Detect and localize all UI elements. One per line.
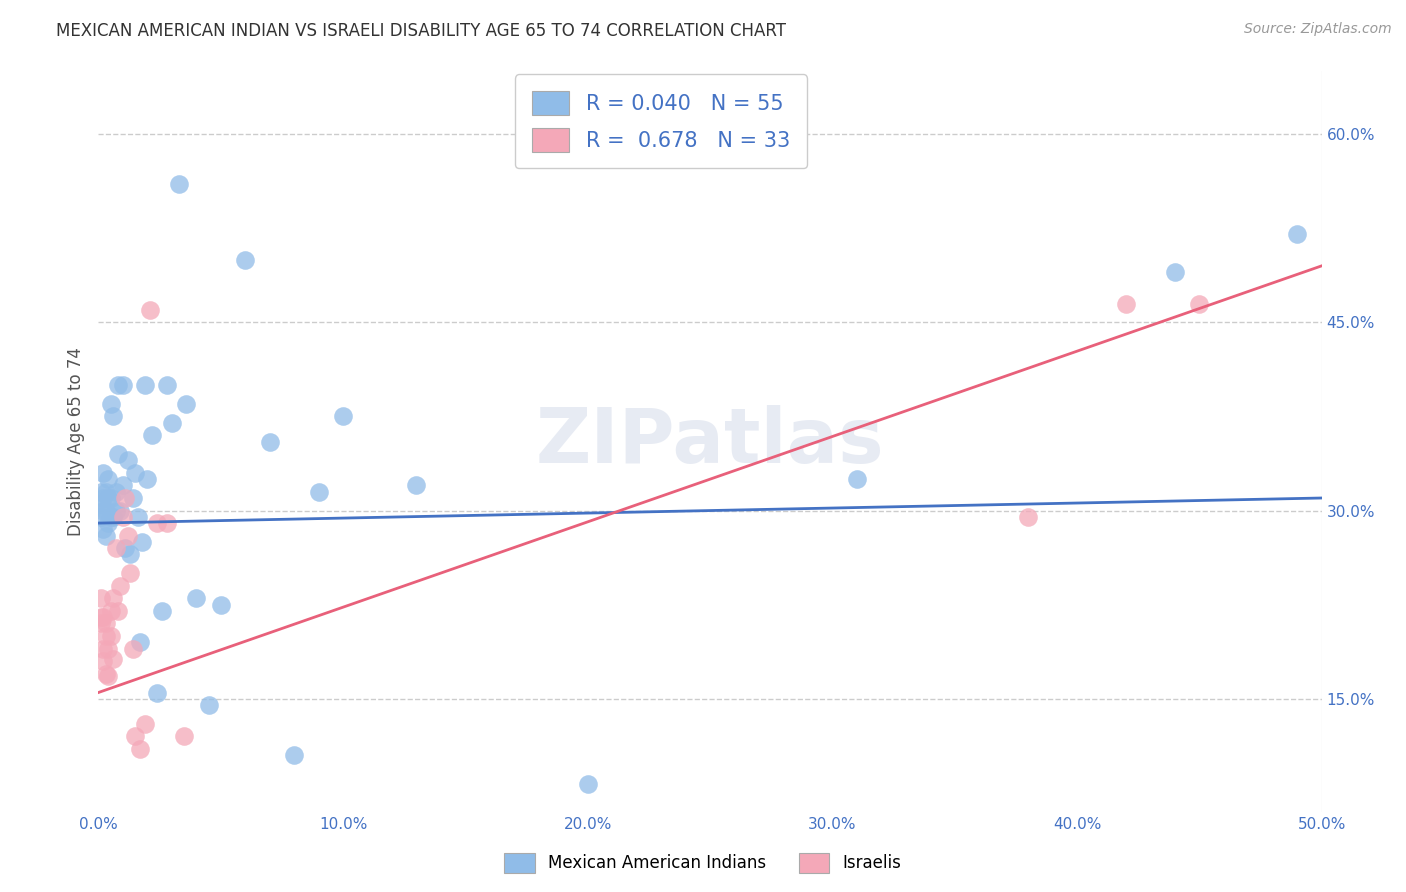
Point	[97, 516, 120, 530]
Point	[90, 591, 112, 606]
Legend: R = 0.040   N = 55, R =  0.678   N = 33: R = 0.040 N = 55, R = 0.678 N = 33	[515, 74, 807, 169]
Point	[111, 378, 134, 392]
Legend: Mexican American Indians, Israelis: Mexican American Indians, Israelis	[498, 847, 908, 880]
Point	[121, 491, 143, 505]
Point	[90, 484, 112, 499]
Point	[101, 651, 124, 665]
Point	[129, 742, 152, 756]
Point	[101, 409, 124, 424]
Point	[101, 509, 124, 524]
Point	[127, 509, 149, 524]
Point	[173, 730, 195, 744]
Point	[91, 610, 114, 624]
Point	[91, 466, 114, 480]
Point	[197, 698, 219, 712]
Point	[134, 717, 156, 731]
Point	[176, 397, 198, 411]
Point	[259, 434, 281, 449]
Point	[110, 503, 132, 517]
Point	[308, 484, 330, 499]
Point	[186, 591, 208, 606]
Point	[91, 503, 114, 517]
Point	[90, 509, 112, 524]
Point	[97, 491, 120, 505]
Point	[90, 497, 112, 511]
Y-axis label: Disability Age 65 to 74: Disability Age 65 to 74	[67, 347, 86, 536]
Point	[97, 669, 120, 683]
Point	[209, 598, 232, 612]
Point	[94, 503, 117, 517]
Point	[150, 604, 173, 618]
Point	[104, 503, 127, 517]
Point	[94, 484, 117, 499]
Point	[121, 641, 143, 656]
Point	[233, 252, 256, 267]
Point	[117, 453, 139, 467]
Text: MEXICAN AMERICAN INDIAN VS ISRAELI DISABILITY AGE 65 TO 74 CORRELATION CHART: MEXICAN AMERICAN INDIAN VS ISRAELI DISAB…	[56, 22, 786, 40]
Point	[120, 548, 142, 562]
Point	[107, 378, 129, 392]
Point	[91, 491, 114, 505]
Point	[107, 447, 129, 461]
Point	[845, 472, 868, 486]
Point	[117, 529, 139, 543]
Point	[104, 484, 127, 499]
Point	[120, 566, 142, 581]
Point	[139, 302, 162, 317]
Point	[90, 610, 112, 624]
Point	[97, 472, 120, 486]
Point	[100, 629, 122, 643]
Point	[97, 641, 120, 656]
Point	[156, 378, 179, 392]
Point	[94, 616, 117, 631]
Point	[100, 604, 122, 618]
Point	[91, 654, 114, 668]
Point	[100, 397, 122, 411]
Point	[141, 428, 163, 442]
Point	[146, 685, 169, 699]
Point	[94, 629, 117, 643]
Point	[1188, 296, 1211, 310]
Point	[101, 591, 124, 606]
Point	[156, 516, 179, 530]
Point	[283, 748, 305, 763]
Point	[91, 522, 114, 536]
Point	[136, 472, 159, 486]
Point	[111, 478, 134, 492]
Point	[114, 491, 136, 505]
Text: ZIPatlas: ZIPatlas	[536, 405, 884, 478]
Point	[146, 516, 169, 530]
Point	[332, 409, 354, 424]
Point	[124, 466, 146, 480]
Point	[134, 378, 156, 392]
Point	[124, 730, 146, 744]
Point	[100, 491, 122, 505]
Point	[110, 579, 132, 593]
Point	[91, 641, 114, 656]
Point	[131, 535, 153, 549]
Point	[94, 666, 117, 681]
Point	[167, 178, 190, 192]
Point	[160, 416, 183, 430]
Point	[405, 478, 427, 492]
Point	[90, 616, 112, 631]
Point	[111, 509, 134, 524]
Point	[100, 509, 122, 524]
Point	[114, 541, 136, 556]
Point	[94, 529, 117, 543]
Point	[576, 777, 599, 791]
Point	[1286, 227, 1309, 242]
Point	[107, 604, 129, 618]
Text: Source: ZipAtlas.com: Source: ZipAtlas.com	[1244, 22, 1392, 37]
Point	[1115, 296, 1137, 310]
Point	[1164, 265, 1187, 279]
Point	[104, 541, 127, 556]
Point	[1017, 509, 1039, 524]
Point	[129, 635, 152, 649]
